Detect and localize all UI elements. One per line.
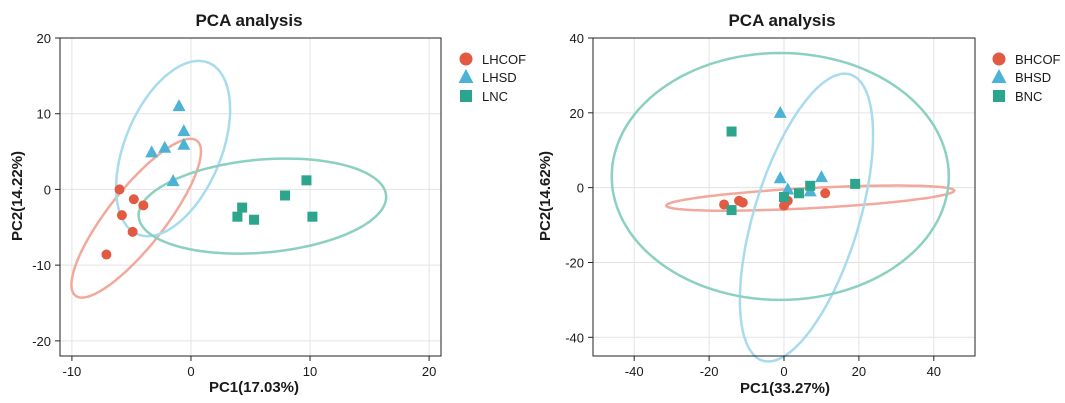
data-point-lhsd [166,174,180,187]
x-tick-label: 0 [187,364,194,379]
y-tick-label: 40 [570,31,584,46]
y-tick-label: 10 [37,107,51,122]
confidence-ellipse-bhcof [664,184,956,212]
data-point-bhcof [820,188,831,199]
x-axis-label: PC1(33.27%) [740,380,830,397]
x-tick-label: 20 [422,364,436,379]
legend-label: BNC [1015,89,1042,104]
legend: LHCOF LHSD LNC [458,52,526,104]
data-point-bnc [805,180,816,191]
x-tick-label: 10 [303,364,317,379]
data-point-lhcof [114,184,125,195]
pca-panel-right: PCA analysis PC1(33.27%) PC2(14.62%) -40… [537,11,1061,397]
data-points [719,105,861,216]
y-tick-label: 0 [44,182,51,197]
legend-item-0: LHCOF [459,52,526,67]
y-tick-label: -20 [565,255,584,270]
x-tick-label: 20 [852,364,866,379]
y-tick-label: 20 [570,106,584,121]
data-point-lhcof [116,210,127,221]
legend-item-1: LHSD [458,69,517,85]
confidence-ellipse-lhcof [70,137,203,299]
legend-item-2: LNC [460,89,508,104]
data-point-bnc [850,178,861,189]
data-point-bhsd [781,182,795,195]
data-point-bhsd [814,170,828,183]
confidence-ellipse-lnc [137,157,388,255]
legend-circle-marker [459,52,473,66]
legend-item-1: BHSD [991,69,1051,85]
data-points [101,99,318,260]
data-point-bnc [726,126,737,137]
y-axis-label: PC2(14.22%) [9,151,26,241]
confidence-ellipse-bhsd [738,72,875,363]
legend-square-marker [993,90,1005,102]
x-tick-label: -10 [63,364,82,379]
data-point-bhsd [773,171,787,184]
confidence-ellipse-lhsd [114,59,232,238]
confidence-ellipse-bnc [610,51,951,302]
x-tick-label: 40 [927,364,941,379]
data-point-lnc [280,190,291,201]
y-tick-label: -40 [565,330,584,345]
confidence-ellipses [70,59,388,299]
legend-triangle-marker [458,69,474,83]
y-tick-label: 0 [577,181,584,196]
data-point-lnc [249,214,260,225]
legend: BHCOF BHSD BNC [991,52,1061,104]
legend-label: BHCOF [1015,52,1061,67]
axis-ticks: -40 -20 0 20 40 -40 -20 0 20 40 [565,31,941,379]
data-point-lnc [232,211,243,222]
data-point-lnc [237,202,248,213]
legend-item-2: BNC [993,89,1042,104]
data-point-lhcof [101,249,112,260]
plot-frame [59,37,442,357]
data-point-lhsd [158,140,172,153]
data-point-lhcof [128,194,139,205]
data-point-bnc [793,188,804,199]
legend-item-0: BHCOF [992,52,1061,67]
data-point-bnc [726,205,737,216]
legend-triangle-marker [991,69,1007,83]
legend-label: LHSD [482,70,517,85]
chart-title: PCA analysis [728,11,835,30]
chart-title: PCA analysis [195,11,302,30]
legend-label: LNC [482,89,508,104]
legend-label: BHSD [1015,70,1051,85]
legend-square-marker [460,90,472,102]
y-axis-label: PC2(14.62%) [537,151,554,241]
data-point-lnc [307,211,318,222]
data-point-lnc [301,175,312,186]
pca-panel-left: PCA analysis PC1(17.03%) PC2(14.22%) -10… [9,11,526,396]
x-axis-label: PC1(17.03%) [209,379,299,396]
legend-label: LHCOF [482,52,526,67]
y-tick-label: -10 [32,258,51,273]
y-tick-label: -20 [32,334,51,349]
data-point-lhcof [138,200,149,211]
x-tick-label: -40 [625,364,644,379]
legend-circle-marker [992,52,1006,66]
x-tick-label: -20 [700,364,719,379]
x-tick-label: 0 [780,364,787,379]
data-point-lhsd [177,137,191,150]
data-point-lhsd [177,124,191,137]
y-tick-label: 20 [37,31,51,46]
confidence-ellipses [610,51,956,363]
data-point-lhsd [172,99,186,112]
plot-border [59,37,442,357]
data-point-bhcof [737,197,748,208]
data-point-bhsd [773,105,787,118]
data-point-bnc [779,192,789,202]
data-point-lhcof [127,226,138,237]
axis-ticks: -10 0 10 20 -20 -10 0 10 20 [32,31,436,379]
data-point-lhsd [145,145,159,158]
